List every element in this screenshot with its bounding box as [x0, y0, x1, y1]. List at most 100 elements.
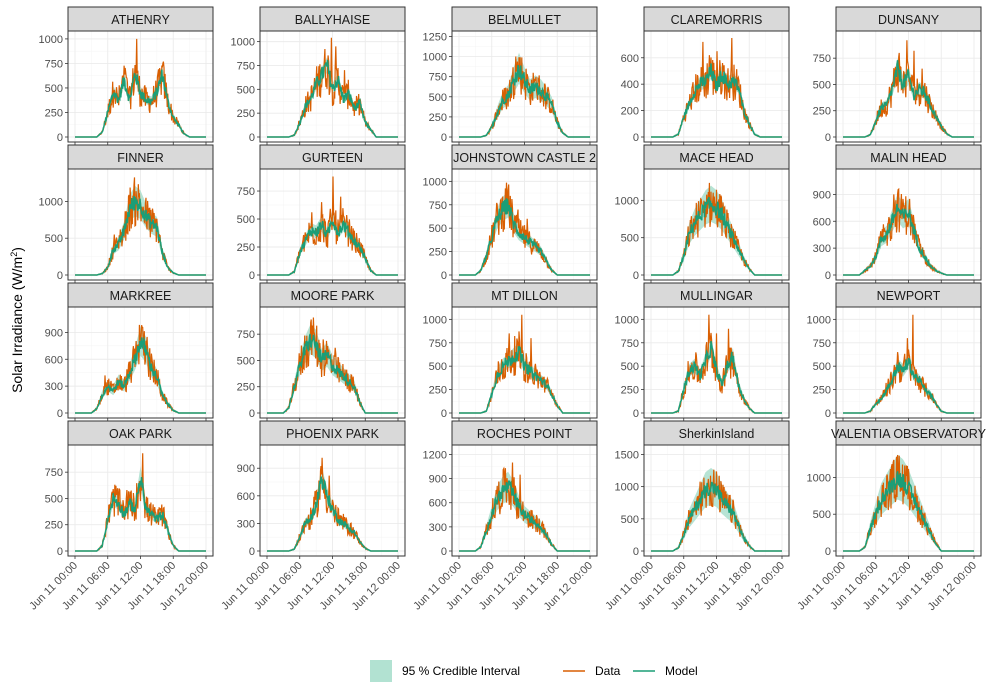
y-tick-label: 0 [825, 546, 831, 558]
y-tick-label: 0 [249, 408, 255, 420]
y-tick-label: 900 [429, 474, 447, 486]
panel-title: JOHNSTOWN CASTLE 2 [453, 151, 596, 165]
y-tick-label: 500 [813, 79, 831, 91]
y-tick-label: 200 [621, 106, 639, 118]
model-line [651, 196, 782, 276]
y-tick-label: 750 [237, 60, 255, 72]
y-tick-label: 0 [441, 270, 447, 282]
y-tick-label: 1000 [423, 52, 447, 64]
y-tick-label: 1000 [231, 37, 255, 49]
y-tick-label: 750 [429, 72, 447, 84]
panel-athenry: ATHENRY 0 250 500 750 1000 [39, 6, 214, 145]
panel-title: NEWPORT [877, 289, 941, 303]
y-tick-label: 1500 [615, 449, 639, 461]
y-tick-label: 300 [45, 381, 63, 393]
y-tick-label: 750 [237, 329, 255, 341]
panel-ballyhaise: BALLYHAISE 0 250 500 750 1000 [231, 6, 406, 145]
panel-strip [835, 420, 982, 446]
model-line [843, 471, 974, 552]
y-tick-label: 750 [45, 58, 63, 70]
y-tick-label: 500 [237, 214, 255, 226]
panel-title: PHOENIX PARK [286, 427, 380, 441]
model-line [75, 195, 206, 276]
panel-title: BALLYHAISE [295, 13, 371, 27]
y-tick-label: 750 [429, 200, 447, 212]
panel-strip [643, 144, 790, 170]
y-tick-label: 0 [57, 408, 63, 420]
legend-data-label: Data [595, 664, 621, 678]
y-tick-label: 900 [237, 463, 255, 475]
y-tick-label: 500 [621, 233, 639, 245]
legend-model-label: Model [665, 664, 698, 678]
y-tick-label: 500 [45, 233, 63, 245]
y-tick-label: 1000 [423, 176, 447, 188]
panel-claremorris: CLAREMORRIS 0 200 400 600 [621, 6, 790, 145]
y-tick-label: 750 [237, 186, 255, 198]
panel-strip [259, 282, 406, 308]
y-tick-label: 1000 [615, 482, 639, 494]
panel-title: MALIN HEAD [870, 151, 946, 165]
y-tick-label: 0 [441, 132, 447, 144]
panel-strip [67, 282, 214, 308]
y-tick-label: 750 [429, 338, 447, 350]
y-tick-label: 0 [441, 408, 447, 420]
y-tick-label: 600 [813, 216, 831, 228]
ci-band [459, 52, 590, 138]
panel-title: MACE HEAD [679, 151, 753, 165]
panel-series [267, 457, 398, 552]
panel-series [651, 314, 782, 414]
panel-series [75, 453, 206, 552]
panel-strip [67, 420, 214, 446]
y-tick-label: 300 [237, 518, 255, 530]
panel-strip [67, 6, 214, 32]
model-line [459, 198, 590, 276]
panel-gurteen: GURTEEN 0 250 500 750 [237, 144, 406, 283]
y-tick-label: 250 [429, 247, 447, 259]
model-line [459, 480, 590, 552]
panel-strip [259, 420, 406, 446]
y-tick-label: 750 [813, 53, 831, 65]
y-tick-label: 1200 [423, 449, 447, 461]
y-tick-label: 0 [633, 132, 639, 144]
panel-strip [643, 6, 790, 32]
y-tick-label: 0 [825, 132, 831, 144]
panel-title: DUNSANY [878, 13, 940, 27]
model-line [75, 69, 206, 138]
y-tick-label: 500 [813, 509, 831, 521]
model-line [651, 63, 782, 138]
y-tick-label: 250 [621, 385, 639, 397]
panel-series [459, 182, 590, 276]
y-tick-label: 250 [429, 385, 447, 397]
panel-title: MARKREE [110, 289, 172, 303]
panel-mullingar: MULLINGAR 0 250 500 750 1000 [615, 282, 790, 421]
panel-series [843, 187, 974, 276]
panel-strip [643, 420, 790, 446]
y-tick-label: 500 [45, 83, 63, 95]
y-tick-label: 750 [45, 467, 63, 479]
panel-finner: FINNER 0 500 1000 [39, 144, 214, 283]
model-line [843, 60, 974, 138]
panel-series [651, 182, 782, 276]
y-tick-label: 250 [237, 108, 255, 120]
y-tick-label: 750 [621, 338, 639, 350]
y-tick-label: 0 [249, 270, 255, 282]
y-tick-label: 500 [621, 514, 639, 526]
y-tick-label: 0 [249, 132, 255, 144]
y-tick-label: 500 [813, 361, 831, 373]
y-tick-label: 250 [429, 112, 447, 124]
model-line [267, 476, 398, 552]
y-tick-label: 250 [45, 520, 63, 532]
panel-series [459, 52, 590, 138]
y-tick-label: 500 [237, 355, 255, 367]
panel-series [843, 454, 974, 552]
panel-dunsany: DUNSANY 0 250 500 750 [813, 6, 982, 145]
legend: 95 % Credible Interval Data Model [370, 660, 698, 682]
y-tick-label: 0 [825, 408, 831, 420]
y-tick-label: 500 [429, 361, 447, 373]
y-tick-label: 1000 [807, 314, 831, 326]
panel-series [75, 38, 206, 138]
legend-ci-label: 95 % Credible Interval [402, 664, 520, 678]
model-line [651, 481, 782, 552]
